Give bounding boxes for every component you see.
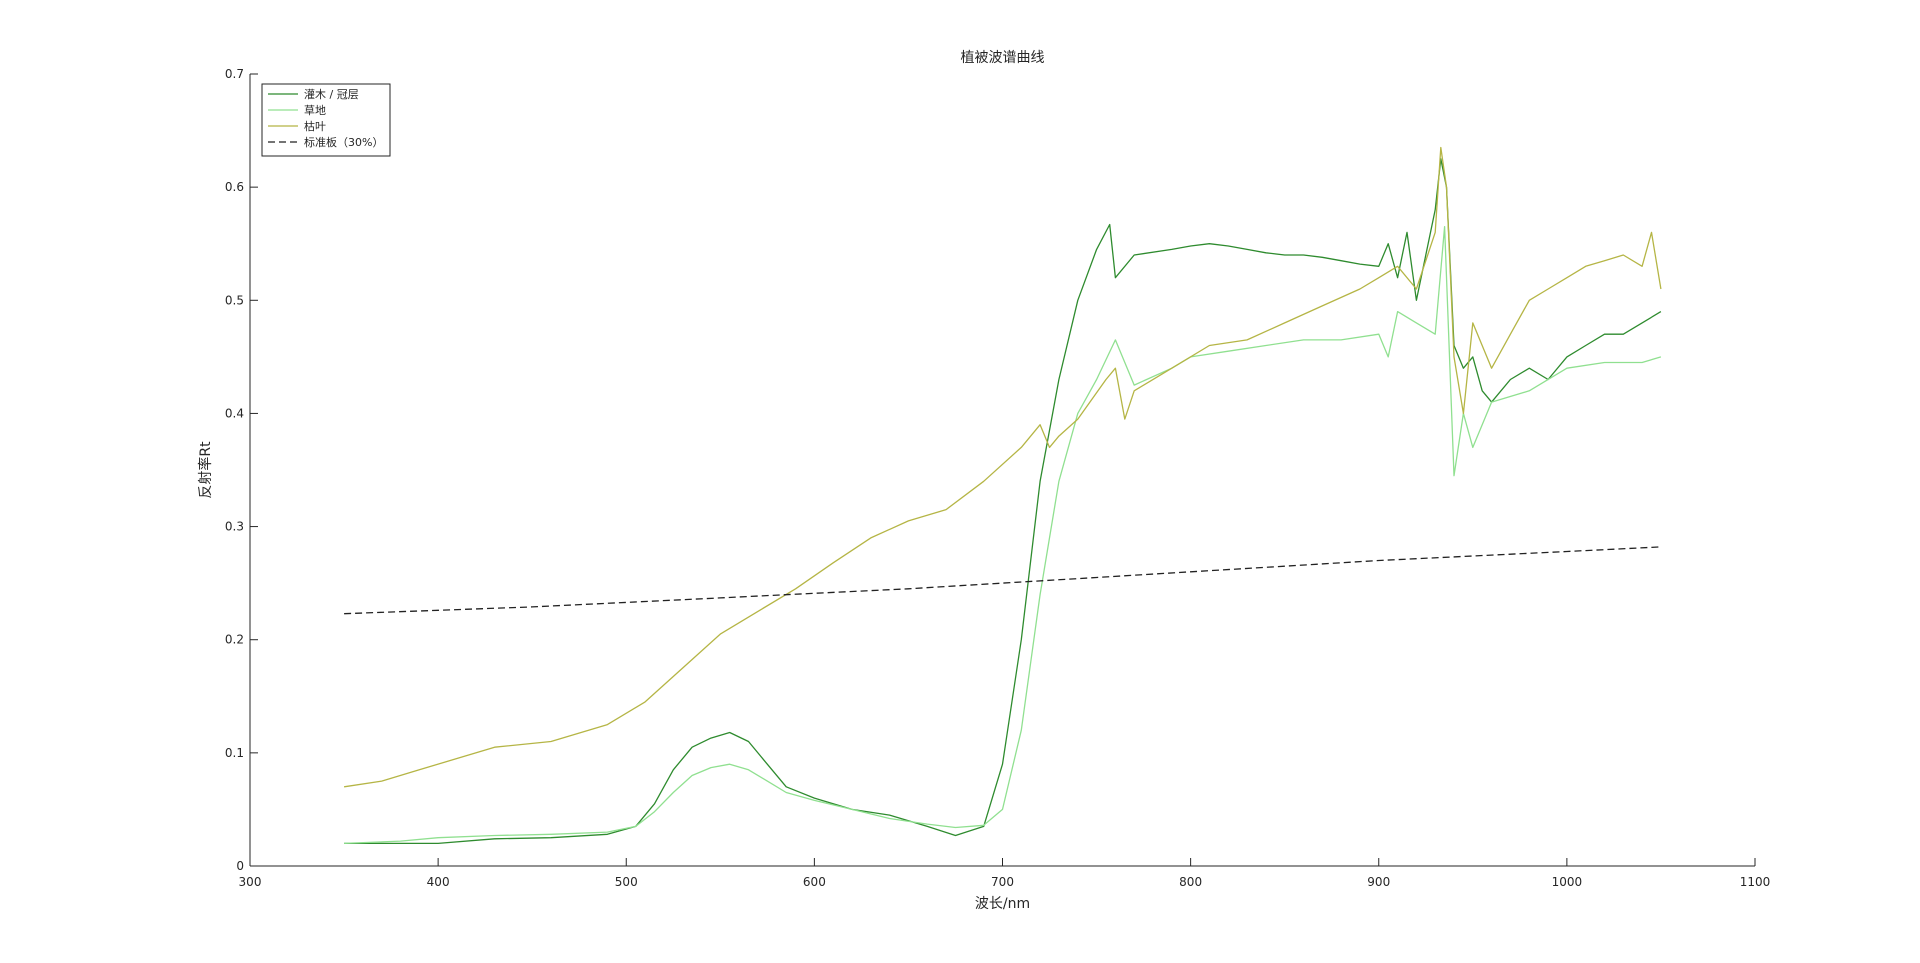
legend-label: 枯叶: [304, 119, 326, 133]
y-tick-label: 0: [236, 859, 244, 873]
legend-box: [261, 83, 391, 157]
x-tick-label: 800: [1179, 875, 1202, 889]
x-tick-label: 600: [803, 875, 826, 889]
series-line-2: [344, 146, 1662, 788]
x-tick-label: 400: [427, 875, 450, 889]
series-line-3: [344, 546, 1661, 615]
axes: [249, 74, 1755, 867]
x-tick-label: 1000: [1552, 875, 1583, 889]
x-tick-label: 700: [991, 875, 1014, 889]
series-line-1: [344, 226, 1662, 845]
legend-label: 标准板（30%）: [304, 135, 383, 149]
y-tick-label: 0.4: [225, 406, 244, 420]
chart-title: 植被波谱曲线: [961, 50, 1045, 66]
y-tick-label: 0.7: [225, 67, 244, 81]
x-axis-label: 波长/nm: [975, 896, 1030, 912]
x-tick-label: 300: [239, 875, 262, 889]
legend-label: 草地: [304, 104, 326, 117]
y-tick-label: 0.1: [225, 746, 244, 760]
x-tick-label: 1100: [1740, 875, 1771, 889]
y-tick-label: 0.5: [225, 293, 244, 307]
x-tick-label: 900: [1367, 875, 1390, 889]
y-tick-label: 0.3: [225, 520, 244, 534]
y-tick-label: 0.2: [225, 633, 244, 647]
series-line-0: [344, 158, 1662, 845]
y-tick-label: 0.6: [225, 180, 244, 194]
y-axis-label: 反射率Rt: [197, 441, 214, 499]
ticks: 300 400 500 600 700 800 900 1000 1100 0 0.1 0.2 0.3 0…: [225, 67, 1770, 889]
plot-lines: [344, 146, 1662, 845]
legend-label: 灌木 / 冠层: [304, 88, 359, 101]
x-tick-label: 500: [615, 875, 638, 889]
